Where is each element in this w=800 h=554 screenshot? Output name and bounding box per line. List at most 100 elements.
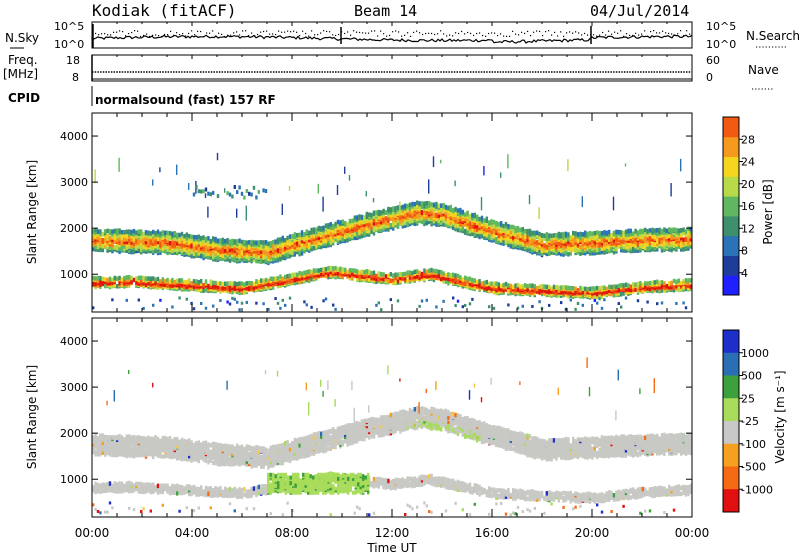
power-cell — [459, 217, 462, 223]
power-cell — [507, 235, 510, 240]
nsearch-dot — [209, 32, 211, 34]
power-cell — [680, 241, 683, 246]
power-cell — [353, 268, 356, 273]
power-cell — [219, 252, 222, 257]
power-cell — [428, 206, 431, 212]
power-cell — [519, 227, 522, 233]
power-cell — [324, 230, 328, 235]
power-cell — [132, 228, 136, 234]
power-cell — [540, 238, 544, 244]
power-cell — [308, 230, 311, 236]
power-cell — [605, 243, 608, 248]
power-cell — [416, 200, 419, 206]
power-cell — [504, 281, 508, 287]
power-cell — [214, 236, 217, 242]
power-cell — [555, 284, 558, 290]
nsearch-dot — [599, 34, 601, 36]
nsearch-dot — [344, 32, 346, 35]
power-cell — [394, 275, 397, 281]
power-cell — [202, 255, 205, 261]
power-cell — [224, 252, 227, 258]
power-cell — [202, 242, 205, 247]
power-cell — [411, 201, 414, 207]
nsearch-dot — [377, 35, 379, 37]
power-cell — [392, 206, 395, 211]
power-cell — [464, 228, 467, 234]
power-cell — [641, 228, 644, 234]
power-cell — [452, 272, 455, 278]
power-cell — [209, 251, 212, 256]
nsearch-dot — [575, 31, 577, 33]
power-cell — [248, 244, 251, 250]
power-cell — [627, 246, 630, 251]
power-cell — [401, 272, 404, 277]
power-cell — [624, 286, 628, 292]
nsearch-dot — [314, 34, 316, 36]
power-cell — [440, 272, 443, 278]
power-cell — [488, 281, 491, 287]
power-cell — [384, 274, 388, 279]
power-cell — [252, 281, 256, 287]
nsearch-dot — [104, 33, 106, 35]
nsearch-dot — [611, 33, 613, 35]
power-cell — [516, 306, 520, 310]
power-cell — [430, 202, 433, 207]
power-cell — [612, 234, 616, 240]
nsearch-dot — [554, 31, 556, 33]
power-cell — [178, 238, 181, 244]
power-cell — [372, 210, 376, 215]
power-cell — [200, 281, 203, 287]
power-cell — [248, 251, 251, 257]
power-cell — [236, 300, 239, 304]
nsearch-dot — [290, 31, 292, 33]
power-cell — [675, 301, 678, 305]
power-cell — [356, 269, 359, 274]
power-cell — [521, 227, 524, 232]
power-cell — [624, 245, 628, 250]
power-cell — [687, 285, 690, 291]
nsearch-dot — [335, 34, 337, 37]
power-cell — [135, 237, 138, 242]
power-cell — [257, 279, 260, 285]
power-cell — [135, 280, 138, 285]
power-cell — [557, 285, 560, 291]
power-cell — [464, 275, 467, 281]
power-cell — [382, 272, 385, 277]
power-cell — [454, 304, 457, 308]
power-cell — [579, 244, 582, 250]
power-cell — [113, 228, 116, 234]
power-cell — [416, 202, 419, 208]
power-cell — [418, 201, 421, 206]
power-cell — [648, 235, 652, 241]
power-cell — [639, 246, 642, 251]
power-cell — [274, 239, 277, 244]
power-cell — [399, 215, 402, 220]
power-cell — [149, 276, 152, 281]
power-cell — [492, 219, 496, 225]
power-cell — [368, 215, 371, 221]
power-cell — [644, 231, 647, 237]
power-cell — [495, 220, 498, 226]
power-cell — [634, 228, 637, 234]
power-cell — [353, 215, 356, 221]
power-cell — [168, 279, 172, 284]
power-cell — [356, 215, 359, 220]
power-cell — [250, 192, 253, 197]
power-cell — [454, 226, 457, 232]
power-cell — [204, 193, 207, 198]
power-cell — [442, 207, 445, 213]
power-cell — [425, 298, 428, 302]
power-cell — [236, 190, 239, 195]
power-cell — [207, 191, 210, 196]
power-cell — [624, 290, 628, 295]
power-cell — [142, 232, 145, 237]
power-cell — [617, 283, 620, 289]
power-cell — [336, 274, 340, 279]
power-cell — [216, 238, 220, 243]
power-cell — [272, 240, 275, 245]
power-cell — [161, 277, 164, 282]
power-cell — [567, 232, 570, 237]
power-cell — [569, 298, 572, 302]
power-cell — [108, 235, 112, 241]
nsearch-dot — [461, 30, 463, 33]
